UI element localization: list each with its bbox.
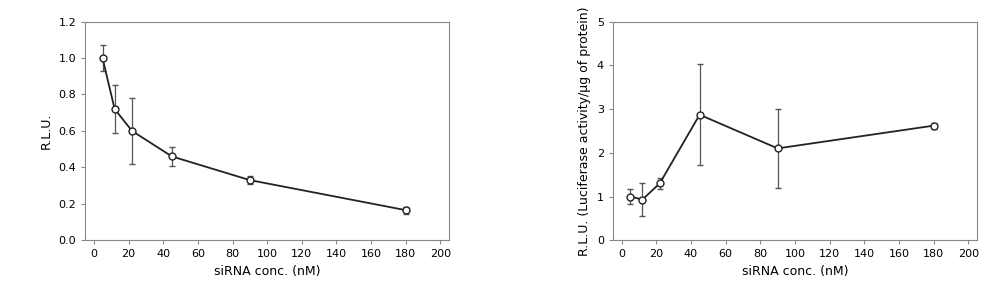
X-axis label: siRNA conc. (nM): siRNA conc. (nM) [213, 265, 321, 278]
Y-axis label: R.L.U. (Luciferase activity/μg of protein): R.L.U. (Luciferase activity/μg of protei… [578, 6, 591, 256]
Y-axis label: R.L.U.: R.L.U. [40, 113, 53, 149]
X-axis label: siRNA conc. (nM): siRNA conc. (nM) [741, 265, 849, 278]
